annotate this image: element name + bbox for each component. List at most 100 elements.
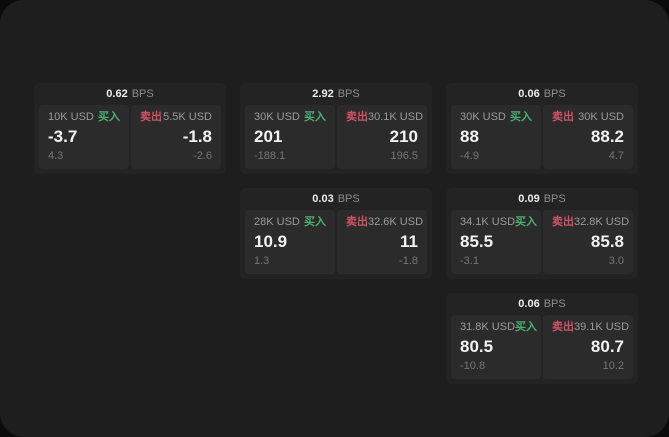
buy-delta: -3.1 <box>460 255 479 267</box>
buy-amount: 10K USD <box>48 111 94 123</box>
bps-unit-label: BPS <box>337 193 360 205</box>
bps-value: 0.62 <box>106 88 128 100</box>
sell-delta: 3.0 <box>608 255 624 267</box>
quote-card: 2.92 BPS 30K USD 买入 201 -188.1 卖出 30.1K … <box>240 83 432 174</box>
buy-price: 88 <box>460 127 479 146</box>
sell-delta: 196.5 <box>390 150 418 162</box>
card-header: 0.62 BPS <box>34 83 226 105</box>
buy-quote-cell[interactable]: 28K USD 买入 10.9 1.3 <box>245 210 335 274</box>
buy-top-row: 34.1K USD 买入 <box>460 216 537 229</box>
bps-value: 0.09 <box>518 193 540 205</box>
buy-top-row: 30K USD 买入 <box>460 111 532 124</box>
card-body: 30K USD 买入 201 -188.1 卖出 30.1K USD 210 1… <box>240 105 432 174</box>
buy-delta: -10.8 <box>460 360 486 372</box>
card-header: 0.06 BPS <box>446 293 638 315</box>
bps-unit-label: BPS <box>543 298 566 310</box>
buy-quote-cell[interactable]: 30K USD 买入 201 -188.1 <box>245 105 335 169</box>
buy-price: 80.5 <box>460 337 494 356</box>
quote-card: 0.62 BPS 10K USD 买入 -3.7 4.3 卖出 5.5K USD… <box>34 83 226 174</box>
card-header: 0.03 BPS <box>240 188 432 210</box>
buy-quote-cell[interactable]: 30K USD 买入 88 -4.9 <box>451 105 541 169</box>
buy-side-label: 买入 <box>515 216 538 228</box>
quote-card: 0.06 BPS 30K USD 买入 88 -4.9 卖出 30K USD 8… <box>446 83 638 174</box>
sell-quote-cell[interactable]: 卖出 32.8K USD 85.8 3.0 <box>543 210 633 274</box>
sell-quote-cell[interactable]: 卖出 30K USD 88.2 4.7 <box>543 105 633 169</box>
buy-amount: 31.8K USD <box>460 321 516 333</box>
buy-amount: 34.1K USD <box>460 216 516 228</box>
bps-unit-label: BPS <box>543 193 566 205</box>
sell-top-row: 卖出 32.6K USD <box>346 216 423 229</box>
card-body: 28K USD 买入 10.9 1.3 卖出 32.6K USD 11 -1.8 <box>240 210 432 279</box>
sell-amount: 32.8K USD <box>574 216 630 228</box>
buy-top-row: 30K USD 买入 <box>254 111 326 124</box>
buy-side-label: 买入 <box>304 111 326 123</box>
sell-top-row: 卖出 39.1K USD <box>552 321 629 334</box>
bps-unit-label: BPS <box>543 88 566 100</box>
sell-delta: 4.7 <box>608 150 624 162</box>
buy-side-label: 买入 <box>510 111 532 123</box>
buy-top-row: 28K USD 买入 <box>254 216 326 229</box>
sell-top-row: 卖出 5.5K USD <box>140 111 212 124</box>
buy-price: 10.9 <box>254 232 288 251</box>
buy-quote-cell[interactable]: 34.1K USD 买入 85.5 -3.1 <box>451 210 541 274</box>
buy-quote-cell[interactable]: 31.8K USD 买入 80.5 -10.8 <box>451 315 541 379</box>
sell-quote-cell[interactable]: 卖出 5.5K USD -1.8 -2.6 <box>131 105 221 169</box>
card-header: 0.06 BPS <box>446 83 638 105</box>
sell-side-label: 卖出 <box>346 111 368 123</box>
buy-top-row: 31.8K USD 买入 <box>460 321 537 334</box>
buy-delta: -188.1 <box>254 150 286 162</box>
buy-side-label: 买入 <box>304 216 326 228</box>
buy-amount: 30K USD <box>254 111 300 123</box>
sell-side-label: 卖出 <box>552 111 574 123</box>
buy-delta: 4.3 <box>48 150 64 162</box>
card-body: 34.1K USD 买入 85.5 -3.1 卖出 32.8K USD 85.8… <box>446 210 638 279</box>
buy-quote-cell[interactable]: 10K USD 买入 -3.7 4.3 <box>39 105 129 169</box>
sell-delta: -1.8 <box>399 255 418 267</box>
card-header: 2.92 BPS <box>240 83 432 105</box>
quote-card: 0.09 BPS 34.1K USD 买入 85.5 -3.1 卖出 32.8K… <box>446 188 638 279</box>
bps-value: 0.06 <box>518 298 540 310</box>
buy-top-row: 10K USD 买入 <box>48 111 120 124</box>
sell-delta: -2.6 <box>193 150 212 162</box>
sell-side-label: 卖出 <box>552 321 574 333</box>
bps-value: 2.92 <box>312 88 334 100</box>
sell-price: 85.8 <box>590 232 624 251</box>
quote-cards-grid: 0.62 BPS 10K USD 买入 -3.7 4.3 卖出 5.5K USD… <box>34 83 638 384</box>
sell-quote-cell[interactable]: 卖出 32.6K USD 11 -1.8 <box>337 210 427 274</box>
sell-amount: 32.6K USD <box>368 216 424 228</box>
bps-value: 0.03 <box>312 193 334 205</box>
sell-price: -1.8 <box>182 127 212 146</box>
buy-delta: 1.3 <box>254 255 270 267</box>
sell-price: 88.2 <box>590 127 624 146</box>
sell-top-row: 卖出 32.8K USD <box>552 216 629 229</box>
buy-side-label: 买入 <box>515 321 538 333</box>
quote-card: 0.06 BPS 31.8K USD 买入 80.5 -10.8 卖出 39.1… <box>446 293 638 384</box>
card-body: 30K USD 买入 88 -4.9 卖出 30K USD 88.2 4.7 <box>446 105 638 174</box>
sell-amount: 30K USD <box>578 111 624 123</box>
card-body: 10K USD 买入 -3.7 4.3 卖出 5.5K USD -1.8 -2.… <box>34 105 226 174</box>
buy-amount: 30K USD <box>460 111 506 123</box>
bps-value: 0.06 <box>518 88 540 100</box>
buy-delta: -4.9 <box>460 150 479 162</box>
sell-top-row: 卖出 30.1K USD <box>346 111 423 124</box>
buy-price: 201 <box>254 127 283 146</box>
card-body: 31.8K USD 买入 80.5 -10.8 卖出 39.1K USD 80.… <box>446 315 638 384</box>
sell-price: 210 <box>389 127 418 146</box>
buy-price: 85.5 <box>460 232 494 251</box>
buy-price: -3.7 <box>48 127 78 146</box>
sell-price: 11 <box>400 232 418 251</box>
bps-unit-label: BPS <box>131 88 154 100</box>
sell-amount: 5.5K USD <box>163 111 212 123</box>
card-header: 0.09 BPS <box>446 188 638 210</box>
sell-top-row: 卖出 30K USD <box>552 111 624 124</box>
sell-quote-cell[interactable]: 卖出 39.1K USD 80.7 10.2 <box>543 315 633 379</box>
sell-quote-cell[interactable]: 卖出 30.1K USD 210 196.5 <box>337 105 427 169</box>
sell-side-label: 卖出 <box>552 216 574 228</box>
sell-amount: 39.1K USD <box>574 321 630 333</box>
quote-card: 0.03 BPS 28K USD 买入 10.9 1.3 卖出 32.6K US… <box>240 188 432 279</box>
bps-unit-label: BPS <box>337 88 360 100</box>
sell-side-label: 卖出 <box>140 111 162 123</box>
sell-price: 80.7 <box>590 337 624 356</box>
